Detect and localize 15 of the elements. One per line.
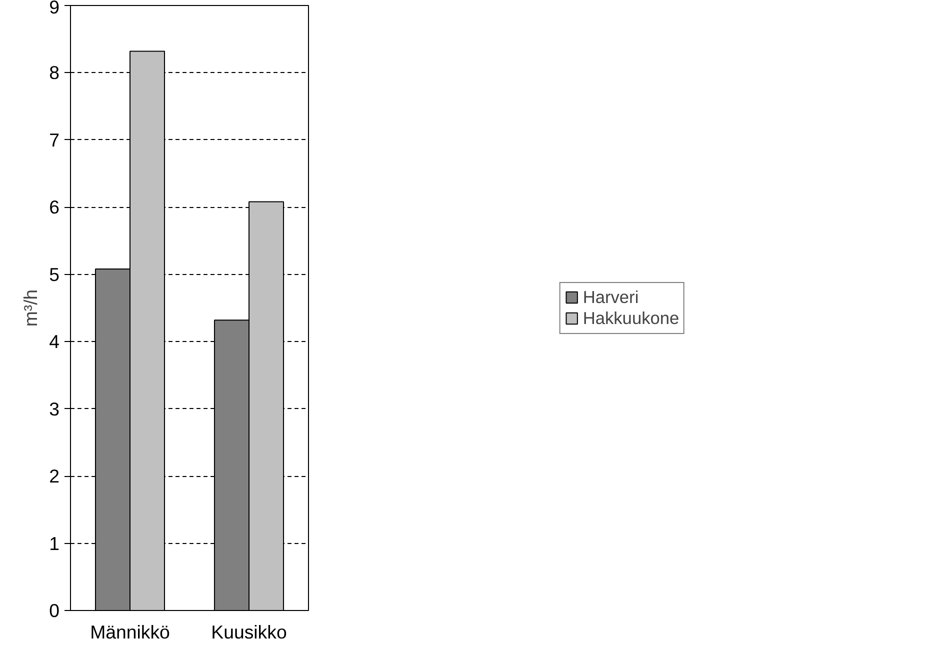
y-tick-label: 4 — [49, 331, 60, 352]
y-tick-label: 2 — [49, 466, 60, 487]
legend-label: Harveri — [582, 286, 639, 308]
x-tick-label: Kuusikko — [211, 622, 287, 642]
y-tick-label: 9 — [49, 0, 60, 18]
y-tick-label: 1 — [49, 532, 60, 554]
legend-label: Hakkuukone — [582, 308, 680, 328]
y-tick-label: 6 — [49, 196, 60, 218]
y-axis-title: m³/h — [20, 289, 42, 327]
y-tick-label: 7 — [49, 129, 60, 150]
y-tick-label: 8 — [49, 62, 60, 84]
y-tick-label: 5 — [49, 264, 60, 285]
y-tick-label: 3 — [49, 398, 60, 420]
x-tick-label: Männikkö — [90, 622, 170, 642]
y-tick-label: 0 — [49, 600, 60, 621]
